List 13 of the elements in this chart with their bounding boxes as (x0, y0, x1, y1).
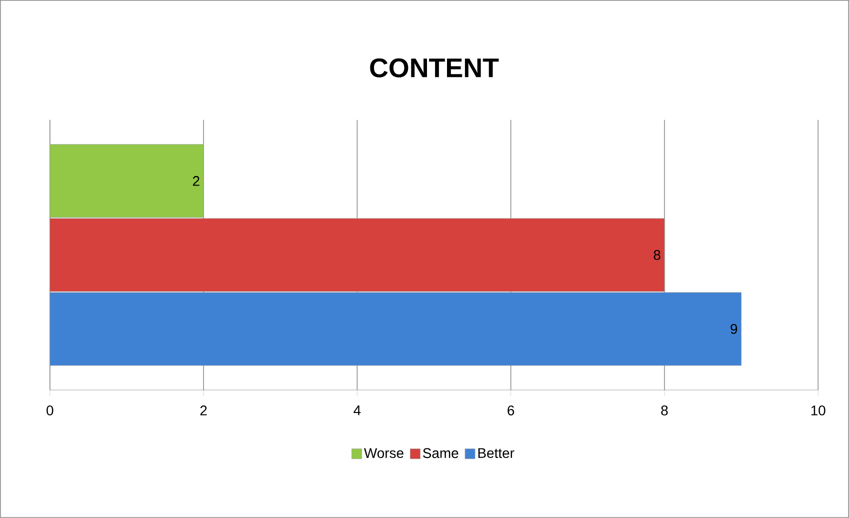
data-label: 2 (192, 176, 200, 186)
x-tick-label: 10 (811, 406, 826, 416)
legend-label: Worse (364, 448, 404, 458)
legend-label: Same (423, 448, 458, 458)
x-tick-label: 4 (354, 406, 361, 416)
chart-title: CONTENT (370, 58, 499, 78)
x-tick-label: 0 (46, 406, 54, 416)
x-tick-label: 6 (508, 406, 514, 416)
x-tick-label: 8 (661, 406, 668, 416)
x-tick-label: 2 (200, 406, 207, 416)
legend-label: Better (478, 448, 514, 458)
data-label: 8 (654, 250, 660, 260)
data-label: 9 (730, 324, 738, 334)
